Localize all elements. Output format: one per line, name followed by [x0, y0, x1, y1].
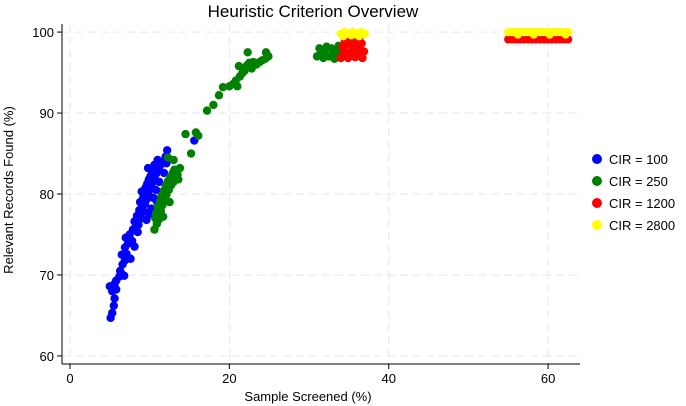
data-point [243, 48, 252, 57]
legend-label: CIR = 100 [609, 152, 668, 167]
legend-label: CIR = 2800 [609, 218, 675, 233]
data-point [186, 149, 196, 158]
data-point [144, 190, 154, 200]
data-point [143, 163, 153, 173]
data-point [142, 215, 151, 225]
data-point [233, 82, 242, 91]
data-point [358, 53, 367, 63]
data-point [191, 128, 201, 137]
x-axis-label: Sample Screened (%) [244, 389, 371, 404]
data-point [561, 30, 570, 39]
data-point [110, 294, 119, 303]
data-point [513, 30, 523, 39]
data-point [322, 42, 331, 51]
legend-label: CIR = 250 [609, 174, 668, 189]
legend-marker [592, 176, 602, 186]
data-point [139, 207, 149, 217]
data-point [169, 155, 178, 165]
data-point [108, 308, 117, 318]
x-tick-label: 60 [541, 371, 555, 386]
data-point [339, 31, 348, 41]
data-point [175, 163, 185, 173]
data-point [319, 53, 328, 63]
y-tick-label: 70 [40, 268, 54, 283]
data-point [134, 220, 143, 229]
legend-marker [592, 198, 602, 208]
legend: CIR = 100 CIR = 250 CIR = 1200 CIR = 2800 [592, 152, 675, 233]
x-axis-ticks: 0 20 40 60 [66, 364, 555, 386]
series-3 [336, 32, 573, 63]
data-point [355, 31, 364, 41]
series-2 [150, 41, 350, 234]
y-axis-ticks: 60 70 80 90 100 [32, 25, 62, 364]
gridlines [62, 24, 580, 364]
data-point [315, 44, 324, 53]
x-tick-label: 20 [222, 371, 236, 386]
data-point [202, 106, 212, 115]
data-point [130, 242, 139, 251]
data-point [218, 82, 228, 92]
x-tick-label: 40 [382, 371, 396, 386]
data-point [151, 214, 160, 223]
y-axis-label: Relevant Records Found (%) [1, 106, 16, 274]
data-point [159, 212, 168, 221]
data-point [347, 31, 356, 40]
data-point [330, 54, 339, 64]
data-point [162, 146, 172, 155]
data-point [261, 48, 271, 57]
data-point [159, 168, 169, 178]
y-tick-label: 80 [40, 187, 54, 202]
data-point [126, 254, 135, 263]
series-1 [105, 136, 199, 323]
data-point [133, 227, 142, 237]
data-point [359, 47, 369, 56]
data-point [174, 175, 183, 184]
data-point [181, 129, 190, 139]
legend-marker [592, 154, 602, 164]
data-point [150, 160, 159, 170]
data-point [165, 197, 174, 207]
data-point [209, 100, 218, 110]
data-points [105, 27, 573, 323]
data-point [529, 30, 538, 39]
data-point [115, 266, 125, 276]
data-point [111, 285, 121, 294]
x-tick-label: 0 [66, 371, 73, 386]
y-tick-label: 60 [40, 349, 54, 364]
data-point [350, 43, 359, 52]
data-point [155, 177, 164, 187]
data-point [545, 30, 554, 39]
data-point [214, 91, 224, 100]
y-tick-label: 100 [32, 25, 54, 40]
legend-label: CIR = 1200 [609, 196, 675, 211]
chart-title: Heuristic Criterion Overview [208, 2, 419, 21]
data-point [109, 301, 119, 310]
legend-marker [592, 220, 602, 230]
series-4 [336, 27, 573, 41]
data-point [234, 61, 244, 71]
y-tick-label: 90 [40, 106, 54, 121]
